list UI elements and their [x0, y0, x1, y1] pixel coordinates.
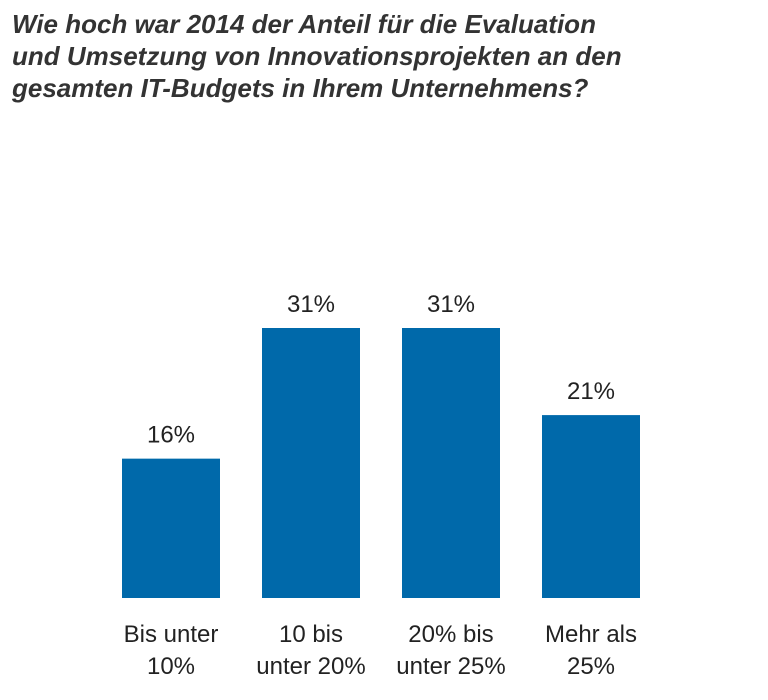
bar [402, 328, 500, 598]
chart-title: Wie hoch war 2014 der Anteil für die Eva… [12, 8, 752, 104]
category-label: 10% [147, 653, 195, 680]
category-label: Bis unter [124, 621, 219, 648]
bar-value-label: 31% [287, 291, 335, 318]
bar [542, 415, 640, 598]
bar [262, 328, 360, 598]
chart-title-line: Wie hoch war 2014 der Anteil für die Eva… [12, 9, 596, 39]
chart-title-line: und Umsetzung von Innovationsprojekten a… [12, 41, 622, 71]
bar-value-label: 16% [147, 422, 195, 449]
category-label: unter 25% [396, 653, 505, 680]
bar-value-label: 31% [427, 291, 475, 318]
category-label: 25% [567, 653, 615, 680]
category-label: 20% bis [408, 621, 493, 648]
category-label: Mehr als [545, 621, 637, 648]
bar-value-label: 21% [567, 378, 615, 405]
category-label: unter 20% [256, 653, 365, 680]
category-label: 10 bis [279, 621, 343, 648]
chart-title-line: gesamten IT-Budgets in Ihrem Unternehmen… [12, 73, 589, 103]
bar [122, 458, 220, 598]
